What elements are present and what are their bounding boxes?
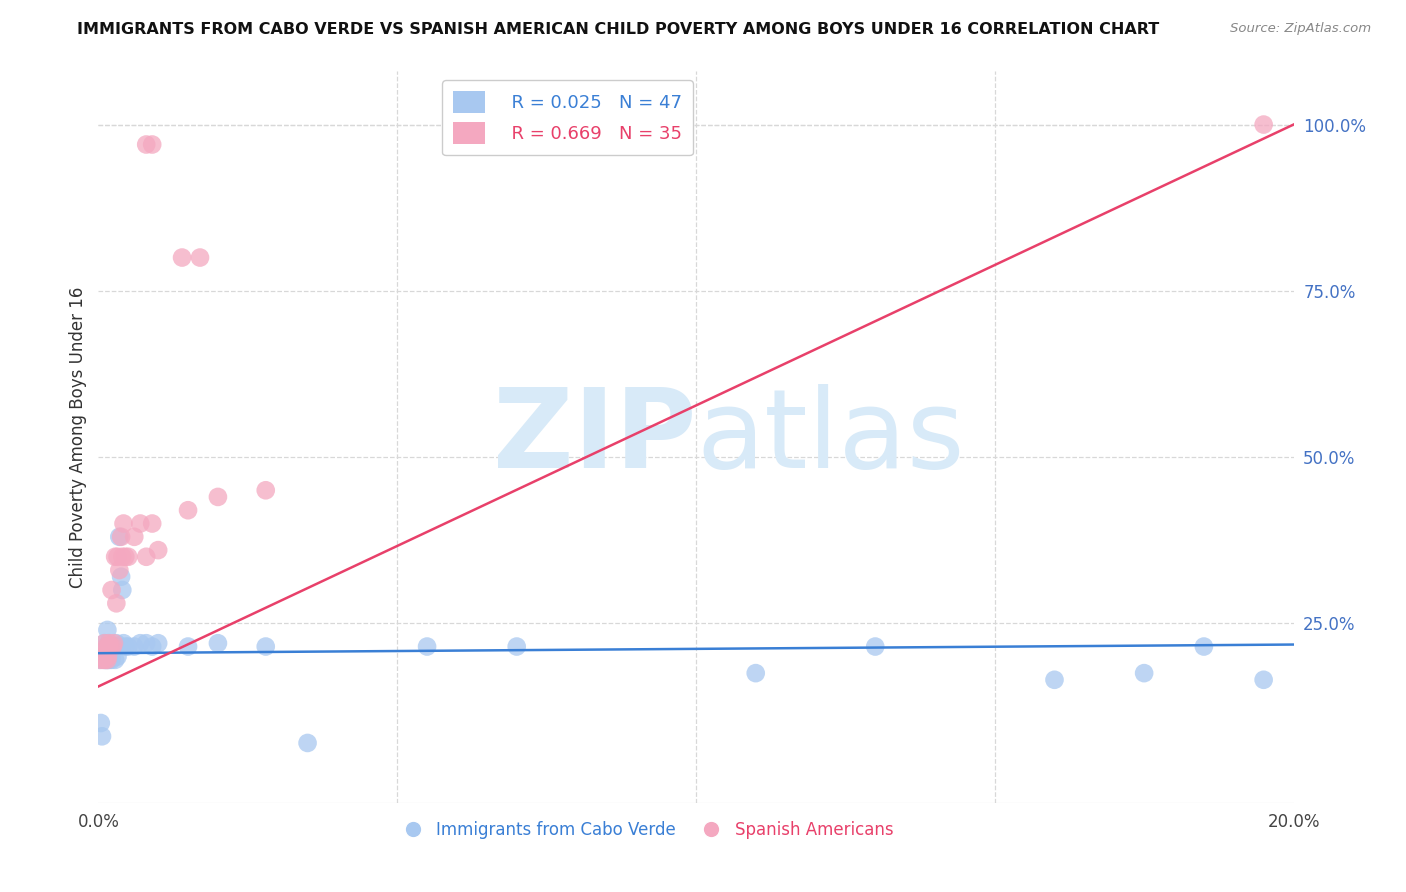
Point <box>108 563 131 577</box>
Point <box>114 640 136 654</box>
Point <box>141 137 163 152</box>
Point <box>297 736 319 750</box>
Point <box>110 570 132 584</box>
Point <box>188 251 211 265</box>
Point <box>98 640 122 654</box>
Point <box>135 549 157 564</box>
Text: atlas: atlas <box>696 384 965 491</box>
Point <box>506 640 529 654</box>
Point <box>97 653 120 667</box>
Point <box>254 483 277 498</box>
Point <box>89 653 111 667</box>
Point <box>104 653 127 667</box>
Point <box>117 640 139 654</box>
Point <box>98 649 121 664</box>
Point <box>416 640 439 654</box>
Point <box>94 649 117 664</box>
Point <box>105 640 128 654</box>
Point <box>1253 673 1275 687</box>
Point <box>94 653 117 667</box>
Point <box>1253 118 1275 132</box>
Point <box>148 636 170 650</box>
Point <box>124 640 146 654</box>
Text: ZIP: ZIP <box>492 384 696 491</box>
Point <box>107 549 129 564</box>
Point <box>1133 666 1156 681</box>
Point <box>91 653 114 667</box>
Point <box>865 640 887 654</box>
Point <box>90 716 112 731</box>
Text: Source: ZipAtlas.com: Source: ZipAtlas.com <box>1230 22 1371 36</box>
Point <box>91 649 114 664</box>
Y-axis label: Child Poverty Among Boys Under 16: Child Poverty Among Boys Under 16 <box>69 286 87 588</box>
Point <box>141 516 163 531</box>
Point <box>110 530 132 544</box>
Point <box>129 636 152 650</box>
Point <box>745 666 768 681</box>
Point <box>103 636 125 650</box>
Point <box>105 636 128 650</box>
Point <box>1192 640 1215 654</box>
Point <box>141 640 163 654</box>
Point <box>97 640 120 654</box>
Point <box>98 640 122 654</box>
Point <box>91 729 114 743</box>
Point <box>93 653 115 667</box>
Point <box>93 636 115 650</box>
Point <box>96 623 118 637</box>
Point <box>94 653 117 667</box>
Point <box>103 640 125 654</box>
Point <box>90 653 112 667</box>
Point <box>101 640 124 654</box>
Point <box>97 636 120 650</box>
Point <box>207 636 229 650</box>
Point <box>100 653 122 667</box>
Point <box>111 549 134 564</box>
Point <box>148 543 170 558</box>
Point <box>135 137 157 152</box>
Point <box>93 636 115 650</box>
Point <box>114 549 136 564</box>
Point <box>98 636 121 650</box>
Point <box>98 649 122 664</box>
Point <box>107 649 129 664</box>
Point <box>177 640 200 654</box>
Point <box>129 516 152 531</box>
Point <box>124 530 146 544</box>
Point <box>177 503 200 517</box>
Point <box>98 653 121 667</box>
Point <box>111 582 134 597</box>
Point <box>254 640 277 654</box>
Point <box>112 516 135 531</box>
Point <box>96 653 118 667</box>
Point <box>100 649 122 664</box>
Point <box>96 640 118 654</box>
Point <box>112 636 135 650</box>
Point <box>97 649 120 664</box>
Point <box>117 549 139 564</box>
Point <box>105 596 128 610</box>
Point <box>100 582 122 597</box>
Point <box>96 653 118 667</box>
Legend: Immigrants from Cabo Verde, Spanish Americans: Immigrants from Cabo Verde, Spanish Amer… <box>396 814 900 846</box>
Point <box>135 636 157 650</box>
Point <box>172 251 194 265</box>
Point <box>101 640 124 654</box>
Point <box>108 530 131 544</box>
Point <box>91 649 114 664</box>
Point <box>104 549 127 564</box>
Point <box>1043 673 1066 687</box>
Point <box>207 490 229 504</box>
Text: IMMIGRANTS FROM CABO VERDE VS SPANISH AMERICAN CHILD POVERTY AMONG BOYS UNDER 16: IMMIGRANTS FROM CABO VERDE VS SPANISH AM… <box>77 22 1160 37</box>
